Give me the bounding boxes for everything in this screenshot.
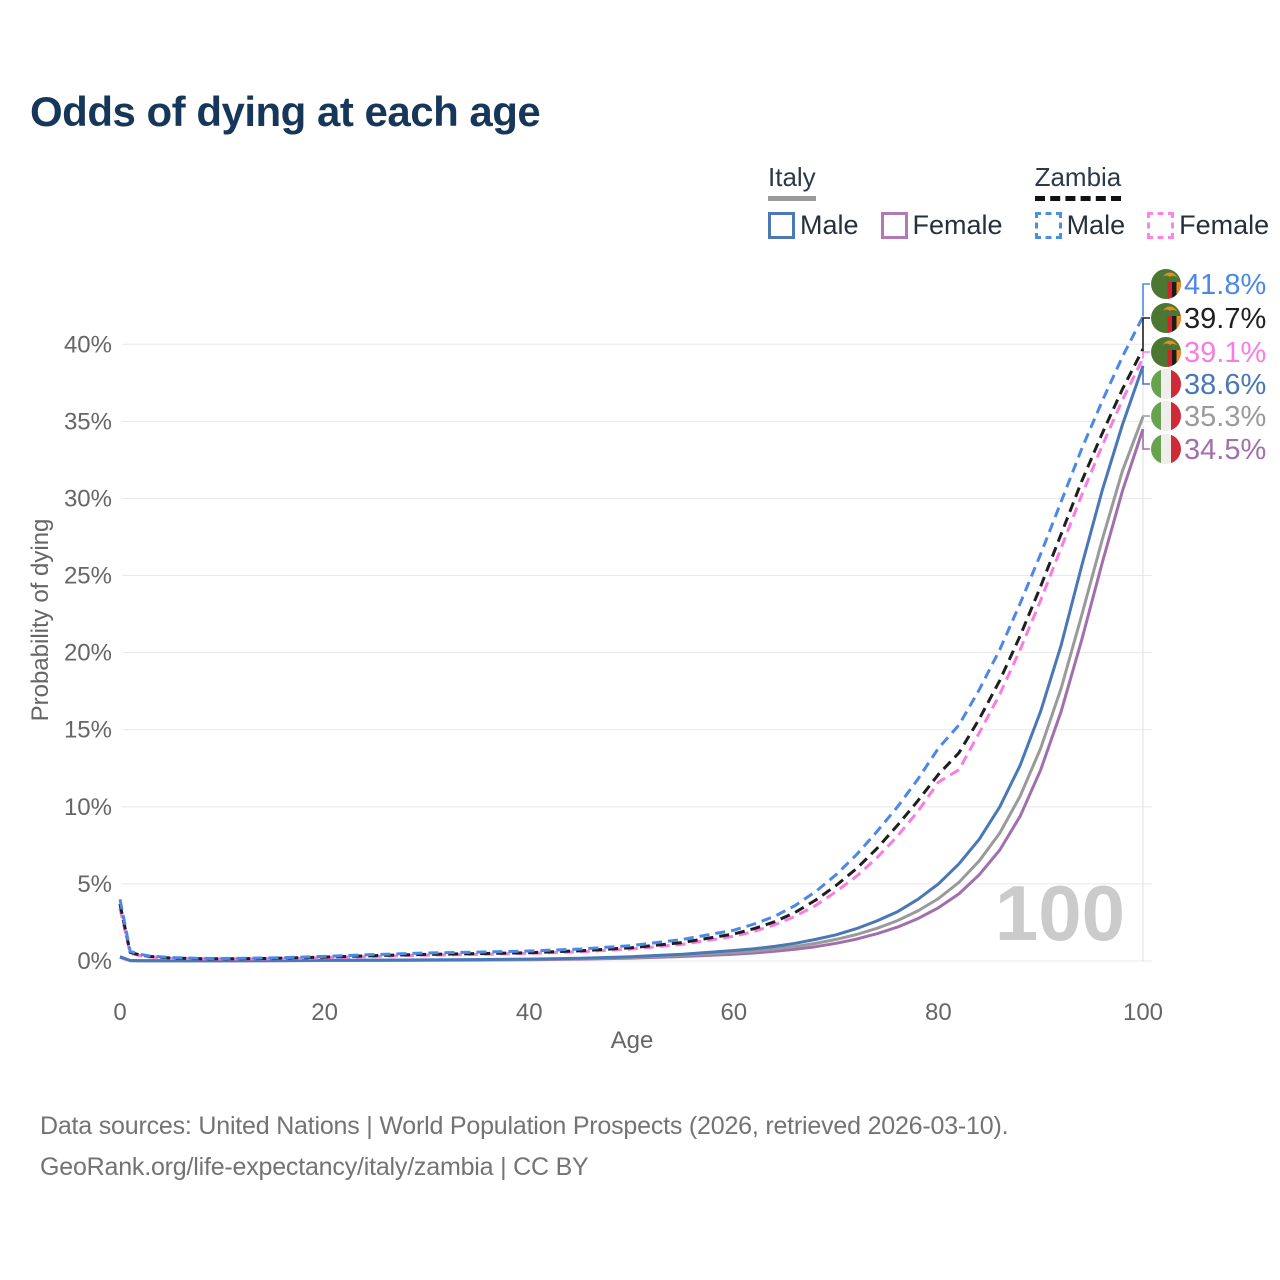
legend-label-zambia-male: Male [1066,210,1126,240]
zambia-flag-icon [1151,337,1181,367]
legend-items-zambia: Male Female [1034,210,1269,241]
legend-group-zambia: Zambia Male Female [1034,162,1269,241]
end-label-zambia-female: 39.1% [1184,337,1266,369]
x-tick-label: 80 [925,999,952,1026]
x-tick-label: 20 [311,999,338,1026]
x-tick-label: 40 [516,999,543,1026]
legend-label-zambia-female: Female [1179,210,1270,240]
legend-label-italy-male: Male [800,210,859,240]
legend-item-zambia-male[interactable]: Male [1034,210,1126,241]
zambia-flag-icon [1151,269,1181,299]
chart-footer: Data sources: United Nations | World Pop… [40,1106,1009,1188]
age-watermark: 100 [995,869,1125,957]
series-line-zambia-male[interactable] [118,315,1145,960]
end-label-italy: 35.3% [1184,401,1266,433]
series-line-italy-male[interactable] [119,365,1145,963]
series-line-zambia-female[interactable] [118,357,1145,961]
italy-flag-icon [1151,401,1181,431]
legend-item-italy-male[interactable]: Male [768,210,859,241]
y-tick-label: 0% [77,948,112,975]
italy-female-swatch-icon [880,212,908,239]
x-tick-label: 60 [720,999,747,1026]
legend-label-italy-female: Female [912,210,1003,240]
y-tick-label: 10% [64,794,112,821]
x-tick-label: 0 [113,999,126,1026]
series-line-zambia[interactable] [118,348,1145,961]
legend-item-zambia-female[interactable]: Female [1147,210,1269,241]
end-label-connector-italy [1142,415,1150,417]
y-tick-label: 30% [64,485,112,512]
y-tick-label: 15% [64,717,112,744]
page-title: Odds of dying at each age [30,88,541,135]
end-label-connector-italy-female [1142,429,1150,450]
y-tick-label: 25% [64,563,112,590]
italy-male-swatch-icon [768,212,795,239]
y-tick-label: 5% [77,871,112,898]
data-sources-line: Data sources: United Nations | World Pop… [40,1112,1009,1140]
y-tick-label: 20% [64,640,112,667]
legend-title-zambia[interactable]: Zambia [1034,162,1122,201]
legend-group-italy: Italy Male Female [768,162,1003,241]
end-label-zambia-male: 41.8% [1184,269,1266,301]
end-label-connector-zambia-male [1142,283,1150,317]
legend-item-italy-female[interactable]: Female [880,210,1003,241]
y-tick-label: 40% [64,331,112,358]
end-label-zambia: 39.7% [1184,303,1266,335]
chart-legend: Italy Male Female Zambia Male [768,162,1269,241]
source-url-line: GeoRank.org/life-expectancy/italy/zambia… [40,1153,589,1181]
y-tick-label: 35% [64,408,112,435]
legend-title-italy[interactable]: Italy [768,162,816,201]
end-label-connector-zambia [1142,317,1150,349]
italy-flag-icon [1151,369,1181,399]
zambia-male-swatch-icon [1034,212,1062,239]
legend-items-italy: Male Female [768,210,1003,241]
zambia-female-swatch-icon [1147,212,1175,239]
end-label-connector-zambia-female [1142,351,1150,359]
end-label-connector-italy-male [1142,365,1150,385]
x-tick-label: 100 [1123,999,1163,1026]
zambia-flag-icon [1151,303,1181,333]
series-line-italy-female[interactable] [119,428,1145,963]
end-label-italy-male: 38.6% [1184,369,1266,401]
end-label-italy-female: 34.5% [1184,434,1266,466]
italy-flag-icon [1151,434,1181,464]
y-axis-title: Probability of dying [27,519,54,722]
x-axis-title: Age [611,1027,654,1054]
